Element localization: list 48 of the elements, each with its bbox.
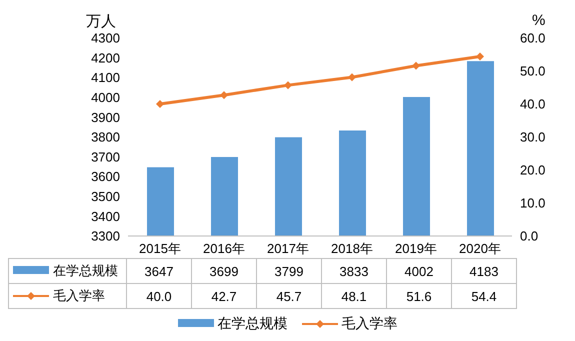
x-tick-label: 2017年 bbox=[267, 241, 309, 256]
y2-tick-label: 60.0 bbox=[520, 30, 546, 46]
y2-tick-label: 50.0 bbox=[520, 64, 546, 79]
x-tick-label: 2016年 bbox=[203, 241, 245, 256]
data-label: 40.0 bbox=[126, 284, 192, 308]
point bbox=[412, 62, 420, 70]
y-tick-label: 4200 bbox=[91, 50, 120, 66]
data-label: 51.6 bbox=[386, 284, 452, 308]
y2-axis-title: % bbox=[532, 12, 546, 29]
y-tick-label: 3300 bbox=[91, 228, 120, 244]
data-label: 3833 bbox=[322, 258, 386, 284]
y-tick-label: 3500 bbox=[91, 189, 120, 204]
point bbox=[156, 100, 164, 108]
y2-tick-label: 10.0 bbox=[520, 196, 546, 211]
data-label: 3699 bbox=[192, 258, 256, 284]
y2-tick-label: 40.0 bbox=[520, 96, 546, 112]
y2-tick-label: 20.0 bbox=[520, 162, 546, 178]
legend-label: 毛入学率 bbox=[8, 284, 126, 308]
y-tick-label: 3700 bbox=[91, 149, 120, 164]
y-tick-label: 3400 bbox=[91, 208, 120, 224]
data-label: 45.7 bbox=[256, 284, 322, 308]
y-tick-label: 4300 bbox=[91, 30, 120, 46]
legend-label: 在学总规模 bbox=[8, 258, 126, 284]
y-tick-label: 4000 bbox=[91, 90, 120, 106]
data-label: 3647 bbox=[126, 258, 192, 284]
point bbox=[476, 52, 484, 60]
data-label: 48.1 bbox=[322, 284, 386, 308]
y2-tick-label: 0.0 bbox=[520, 228, 538, 244]
y-tick-label: 4100 bbox=[91, 70, 120, 86]
x-tick-label: 2015年 bbox=[139, 241, 181, 256]
y-tick-label: 3900 bbox=[91, 110, 120, 125]
data-label: 4183 bbox=[452, 258, 516, 284]
point bbox=[284, 81, 292, 90]
data-label: 3799 bbox=[256, 258, 322, 284]
data-label: 4002 bbox=[386, 258, 452, 284]
y-tick-label: 3600 bbox=[91, 169, 120, 184]
data-label: 54.4 bbox=[452, 284, 516, 308]
point bbox=[220, 91, 228, 100]
y2-tick-label: 30.0 bbox=[520, 130, 546, 145]
x-tick-label: 2018年 bbox=[331, 241, 373, 256]
data-label: 42.7 bbox=[192, 284, 256, 308]
text: 在学总规模 bbox=[218, 315, 288, 331]
x-tick-label: 2020年 bbox=[459, 241, 501, 256]
text: 毛入学率 bbox=[342, 315, 398, 331]
y-axis-title: 万人 bbox=[86, 12, 116, 31]
y-tick-label: 3800 bbox=[91, 130, 120, 145]
x-tick-label: 2019年 bbox=[395, 241, 437, 256]
point bbox=[348, 73, 356, 82]
